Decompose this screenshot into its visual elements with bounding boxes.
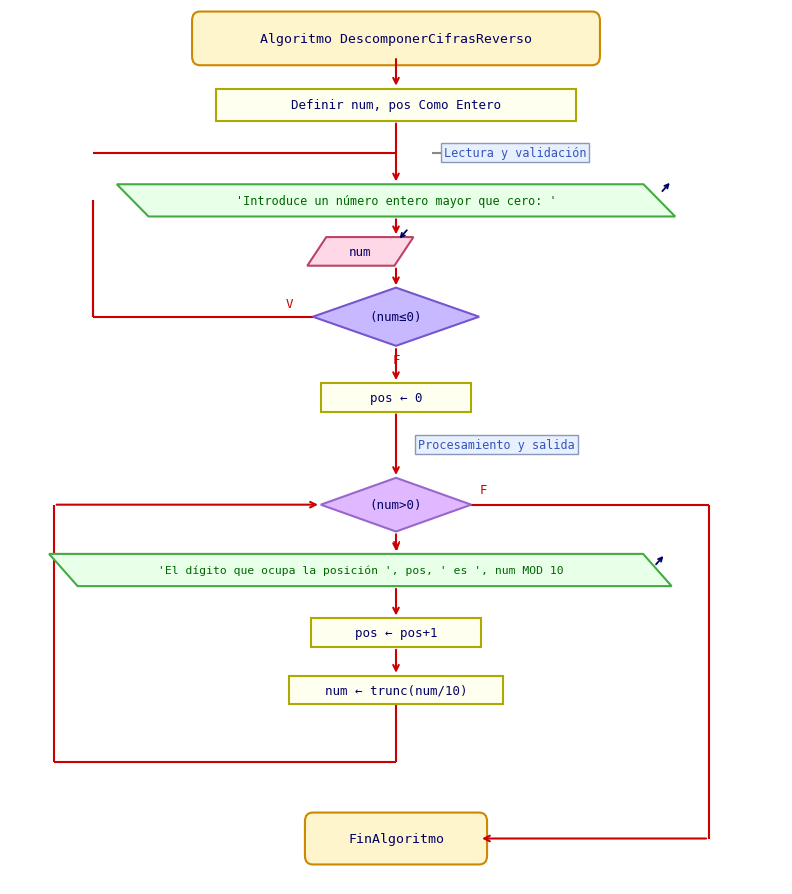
Text: num: num <box>349 246 371 258</box>
Text: Lectura y validación: Lectura y validación <box>444 148 586 160</box>
Bar <box>215 89 577 122</box>
Polygon shape <box>307 238 413 266</box>
Text: (num≤0): (num≤0) <box>370 311 422 324</box>
Bar <box>289 676 503 704</box>
Text: num ← trunc(num/10): num ← trunc(num/10) <box>325 684 467 696</box>
Text: Algoritmo DescomponerCifrasReverso: Algoritmo DescomponerCifrasReverso <box>260 33 532 46</box>
Text: pos ← pos+1: pos ← pos+1 <box>355 627 437 639</box>
Text: F: F <box>479 483 486 496</box>
Bar <box>321 384 471 412</box>
Text: V: V <box>286 297 293 310</box>
Text: pos ← 0: pos ← 0 <box>370 392 422 404</box>
Polygon shape <box>313 288 479 346</box>
FancyBboxPatch shape <box>305 813 487 864</box>
Text: V: V <box>392 539 400 552</box>
Text: FinAlgoritmo: FinAlgoritmo <box>348 832 444 845</box>
Text: F: F <box>392 354 400 367</box>
Text: (num>0): (num>0) <box>370 499 422 511</box>
Polygon shape <box>49 554 672 586</box>
Text: Definir num, pos Como Entero: Definir num, pos Como Entero <box>291 99 501 112</box>
Polygon shape <box>117 185 676 217</box>
Text: Procesamiento y salida: Procesamiento y salida <box>418 439 575 451</box>
Text: 'Introduce un número entero mayor que cero: ': 'Introduce un número entero mayor que ce… <box>236 195 556 207</box>
Bar <box>311 619 482 647</box>
Polygon shape <box>321 478 471 532</box>
FancyBboxPatch shape <box>192 13 600 66</box>
Text: 'El dígito que ocupa la posición ', pos, ' es ', num MOD 10: 'El dígito que ocupa la posición ', pos,… <box>158 565 563 576</box>
